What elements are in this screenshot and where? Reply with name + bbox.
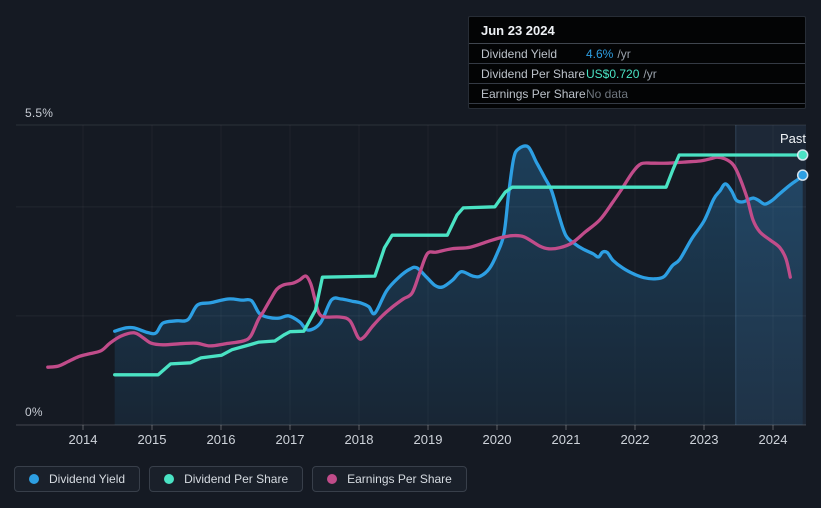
legend-item-dividend-per-share[interactable]: Dividend Per Share	[149, 466, 304, 492]
x-axis-year-label: 2021	[551, 432, 581, 447]
legend-item-label: Dividend Yield	[49, 472, 126, 486]
legend-item-earnings-per-share[interactable]: Earnings Per Share	[312, 466, 467, 492]
chart-tooltip: Jun 23 2024 Dividend Yield 4.6%/yr Dividen…	[468, 16, 806, 109]
y-axis-zero-label: 0%	[25, 405, 43, 419]
x-axis-year-label: 2019	[413, 432, 443, 447]
chart-canvas[interactable]	[0, 0, 821, 455]
x-axis-year-label: 2017	[275, 432, 305, 447]
legend-color-dot-icon	[29, 474, 39, 484]
dividend-yield-area	[114, 145, 803, 425]
tooltip-row-unit: /yr	[643, 67, 657, 81]
tooltip-row-value: 4.6%	[586, 47, 614, 61]
chart-legend: Dividend Yield Dividend Per Share Earnings…	[14, 466, 467, 492]
legend-item-dividend-yield[interactable]: Dividend Yield	[14, 466, 141, 492]
x-axis-year-label: 2018	[344, 432, 374, 447]
tooltip-rows: Dividend Yield 4.6%/yr Dividend Per Share U…	[469, 44, 805, 104]
past-period-label: Past	[779, 131, 806, 146]
legend-color-dot-icon	[164, 474, 175, 484]
tooltip-row-label: Dividend Per Share	[481, 67, 586, 81]
tooltip-row: Earnings Per Share No data	[469, 84, 805, 104]
y-axis-max-label: 5.5%	[25, 106, 54, 120]
dividend-yield-end-dot	[796, 169, 809, 181]
dividend-per-share-end-dot	[796, 149, 809, 161]
x-axis-year-label: 2014	[68, 432, 98, 447]
legend-item-label: Dividend Per Share	[184, 472, 289, 486]
tooltip-row-label: Dividend Yield	[481, 47, 558, 61]
x-axis-year-label: 2016	[206, 432, 236, 447]
earnings-per-share-line	[46, 155, 792, 369]
x-axis-labels: 2014 2015 2016 2017 2018 2019 2020 2021 2022 2023…	[0, 432, 821, 450]
x-axis-year-label: 2022	[620, 432, 650, 447]
tooltip-row-value: No data	[586, 87, 629, 101]
tooltip-row-label: Earnings Per Share	[481, 87, 586, 101]
x-axis-year-label: 2020	[482, 432, 512, 447]
tooltip-row-unit: /yr	[617, 47, 631, 61]
x-axis-year-label: 2023	[689, 432, 719, 447]
tooltip-row-value: US$0.720	[586, 67, 640, 81]
tooltip-row: Dividend Per Share US$0.720/yr	[469, 64, 805, 84]
legend-item-label: Earnings Per Share	[347, 472, 452, 486]
x-axis-year-label: 2015	[137, 432, 167, 447]
tooltip-row: Dividend Yield 4.6%/yr	[469, 44, 805, 64]
tooltip-date: Jun 23 2024	[469, 17, 805, 44]
x-axis-year-label: 2024	[758, 432, 788, 447]
legend-color-dot-icon	[327, 474, 338, 484]
dividend-per-share-line	[113, 153, 805, 377]
